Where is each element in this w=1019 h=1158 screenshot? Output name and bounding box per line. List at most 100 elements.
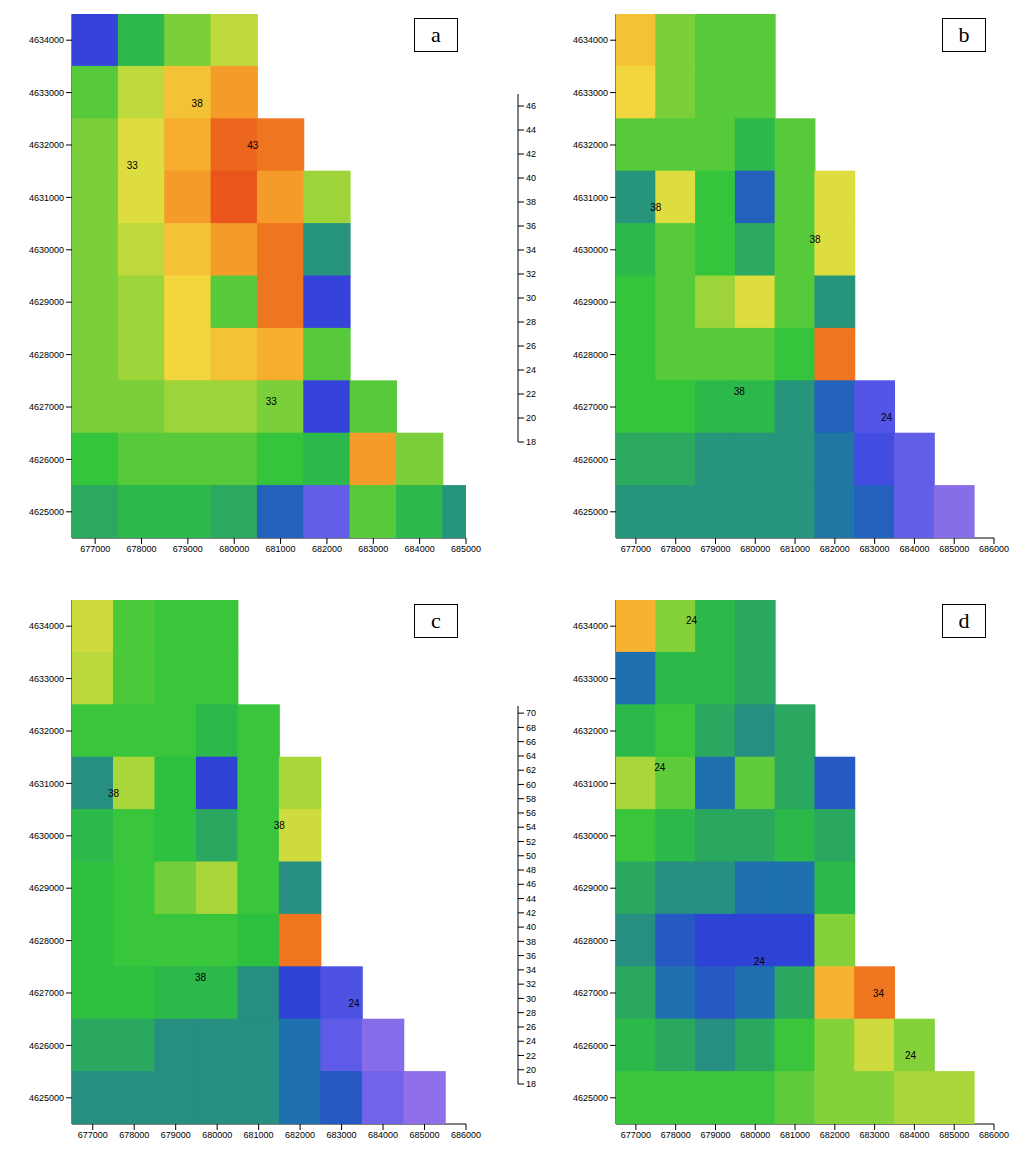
svg-text:678000: 678000	[119, 1130, 149, 1140]
svg-text:38: 38	[195, 972, 207, 983]
svg-text:28: 28	[526, 1008, 536, 1018]
svg-text:36: 36	[526, 221, 536, 231]
svg-text:4632000: 4632000	[29, 726, 64, 736]
svg-text:4633000: 4633000	[29, 674, 64, 684]
svg-text:4627000: 4627000	[29, 988, 64, 998]
svg-text:679000: 679000	[700, 544, 730, 554]
svg-text:24: 24	[654, 762, 666, 773]
svg-text:4625000: 4625000	[29, 1093, 64, 1103]
svg-text:38: 38	[650, 202, 662, 213]
svg-text:24: 24	[348, 998, 360, 1009]
svg-text:4634000: 4634000	[29, 35, 64, 45]
svg-text:682000: 682000	[312, 544, 342, 554]
svg-text:56: 56	[526, 808, 536, 818]
svg-text:681000: 681000	[244, 1130, 274, 1140]
svg-text:683000: 683000	[860, 544, 890, 554]
svg-text:681000: 681000	[780, 544, 810, 554]
svg-text:683000: 683000	[327, 1130, 357, 1140]
svg-text:66: 66	[526, 737, 536, 747]
svg-text:4626000: 4626000	[29, 455, 64, 465]
svg-text:684000: 684000	[405, 544, 435, 554]
svg-text:40: 40	[526, 922, 536, 932]
svg-text:684000: 684000	[899, 544, 929, 554]
svg-text:678000: 678000	[127, 544, 157, 554]
svg-text:677000: 677000	[621, 1130, 651, 1140]
svg-text:40: 40	[526, 173, 536, 183]
svg-text:678000: 678000	[661, 1130, 691, 1140]
svg-text:682000: 682000	[820, 544, 850, 554]
svg-text:681000: 681000	[780, 1130, 810, 1140]
svg-text:46: 46	[526, 101, 536, 111]
svg-text:70: 70	[526, 708, 536, 718]
svg-text:38: 38	[734, 386, 746, 397]
svg-text:685000: 685000	[939, 544, 969, 554]
svg-text:685000: 685000	[451, 544, 481, 554]
svg-text:58: 58	[526, 794, 536, 804]
svg-text:4628000: 4628000	[29, 350, 64, 360]
svg-text:24: 24	[526, 365, 536, 375]
svg-text:36: 36	[526, 951, 536, 961]
svg-text:4626000: 4626000	[29, 1041, 64, 1051]
svg-text:4634000: 4634000	[573, 621, 608, 631]
svg-text:26: 26	[526, 341, 536, 351]
svg-text:48: 48	[526, 865, 536, 875]
svg-text:38: 38	[274, 820, 286, 831]
svg-text:54: 54	[526, 822, 536, 832]
svg-text:684000: 684000	[368, 1130, 398, 1140]
svg-text:678000: 678000	[661, 544, 691, 554]
svg-text:682000: 682000	[820, 1130, 850, 1140]
svg-text:24: 24	[754, 956, 766, 967]
svg-text:30: 30	[526, 994, 536, 1004]
svg-text:679000: 679000	[700, 1130, 730, 1140]
svg-text:26: 26	[526, 1022, 536, 1032]
svg-text:4626000: 4626000	[573, 1041, 608, 1051]
svg-text:50: 50	[526, 851, 536, 861]
svg-text:4630000: 4630000	[29, 245, 64, 255]
svg-text:4630000: 4630000	[573, 831, 608, 841]
svg-text:4634000: 4634000	[573, 35, 608, 45]
svg-text:683000: 683000	[860, 1130, 890, 1140]
svg-text:68: 68	[526, 723, 536, 733]
svg-text:4629000: 4629000	[29, 883, 64, 893]
svg-text:4627000: 4627000	[573, 402, 608, 412]
svg-text:44: 44	[526, 125, 536, 135]
svg-text:43: 43	[247, 140, 259, 151]
svg-text:52: 52	[526, 837, 536, 847]
svg-text:4627000: 4627000	[29, 402, 64, 412]
svg-text:4633000: 4633000	[573, 88, 608, 98]
svg-text:686000: 686000	[451, 1130, 481, 1140]
svg-text:4625000: 4625000	[573, 507, 608, 517]
svg-text:34: 34	[526, 245, 536, 255]
svg-text:4628000: 4628000	[29, 936, 64, 946]
svg-text:22: 22	[526, 389, 536, 399]
svg-text:685000: 685000	[939, 1130, 969, 1140]
svg-text:24: 24	[686, 615, 698, 626]
svg-text:679000: 679000	[173, 544, 203, 554]
svg-text:30: 30	[526, 293, 536, 303]
svg-text:32: 32	[526, 269, 536, 279]
svg-text:38: 38	[526, 937, 536, 947]
svg-text:38: 38	[192, 98, 204, 109]
svg-text:684000: 684000	[899, 1130, 929, 1140]
svg-text:46: 46	[526, 879, 536, 889]
svg-text:4631000: 4631000	[29, 779, 64, 789]
svg-text:4632000: 4632000	[573, 140, 608, 150]
svg-text:679000: 679000	[161, 1130, 191, 1140]
svg-text:4626000: 4626000	[573, 455, 608, 465]
svg-text:60: 60	[526, 780, 536, 790]
svg-text:62: 62	[526, 765, 536, 775]
svg-text:22: 22	[526, 1051, 536, 1061]
svg-text:38: 38	[809, 234, 821, 245]
svg-text:4632000: 4632000	[573, 726, 608, 736]
svg-text:34: 34	[526, 965, 536, 975]
svg-text:18: 18	[526, 437, 536, 447]
svg-text:24: 24	[881, 412, 893, 423]
svg-text:38: 38	[108, 788, 120, 799]
svg-text:4629000: 4629000	[573, 883, 608, 893]
svg-text:4632000: 4632000	[29, 140, 64, 150]
svg-text:4631000: 4631000	[573, 779, 608, 789]
svg-text:685000: 685000	[410, 1130, 440, 1140]
svg-text:20: 20	[526, 1065, 536, 1075]
svg-text:677000: 677000	[80, 544, 110, 554]
svg-text:680000: 680000	[202, 1130, 232, 1140]
